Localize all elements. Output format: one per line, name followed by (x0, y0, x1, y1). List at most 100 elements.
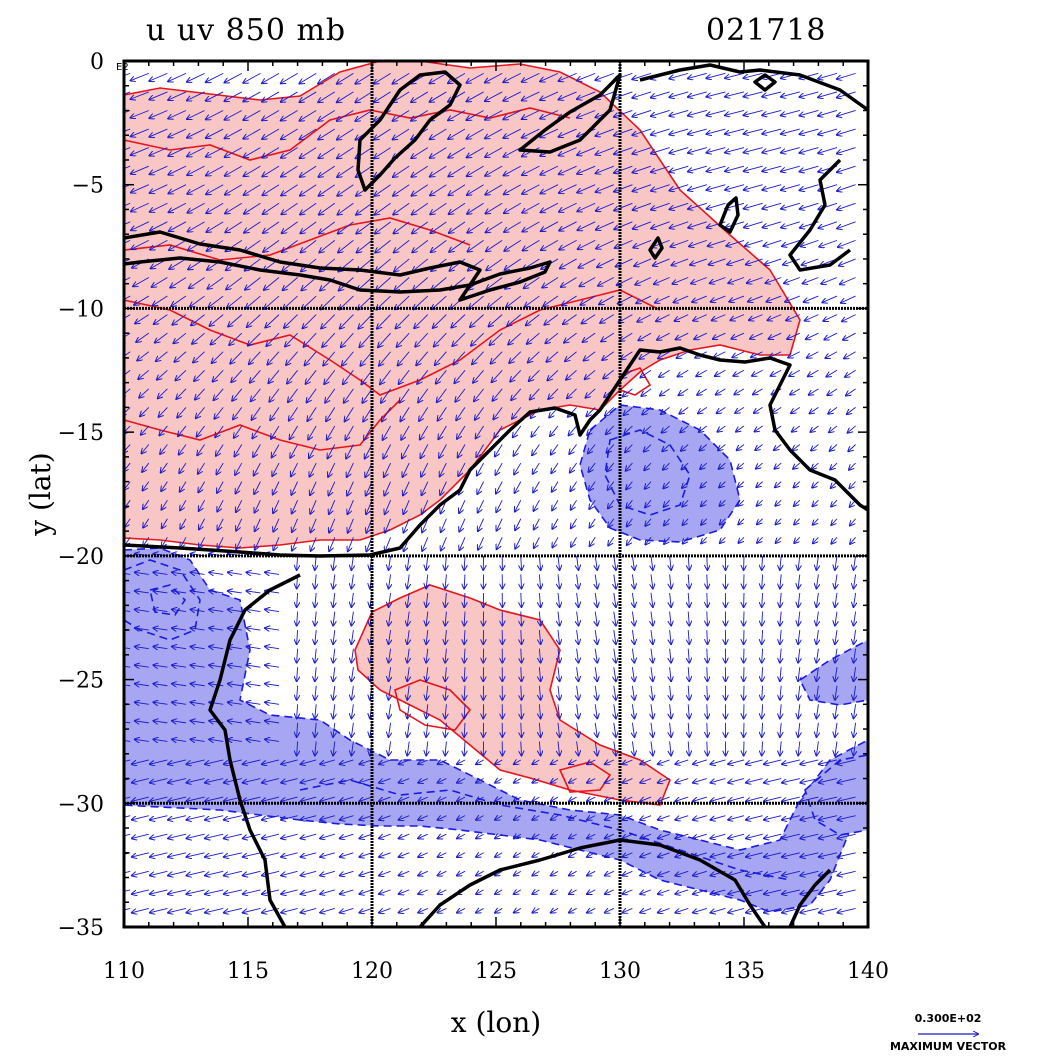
wind-vector (124, 332, 131, 338)
wind-vector (218, 518, 224, 530)
wind-vector (385, 500, 392, 514)
wind-vector (340, 870, 354, 875)
wind-vector (318, 147, 336, 159)
x-axis-label: x (lon) (451, 1006, 541, 1039)
wind-vector (205, 870, 224, 875)
wind-vector (206, 72, 224, 82)
blue-contour-4 (299, 779, 791, 881)
wind-vector (299, 91, 317, 102)
wind-vector (315, 685, 316, 700)
wind-vector (333, 741, 335, 755)
wind-vector (150, 221, 168, 231)
wind-vector (216, 462, 224, 474)
wind-vector (281, 778, 298, 783)
wind-vector (205, 852, 224, 857)
wind-vector (212, 351, 224, 363)
wind-vector (300, 184, 317, 196)
wind-vector (340, 889, 354, 894)
wind-vector (124, 425, 131, 434)
wind-vector (389, 722, 391, 737)
wind-vector (297, 704, 298, 718)
wind-vector (305, 351, 317, 366)
wind-vector (333, 592, 335, 607)
wind-vector (355, 91, 373, 102)
wind-vector (172, 591, 187, 593)
wind-vector (209, 295, 224, 307)
wind-vector (400, 407, 410, 421)
wind-vector (188, 240, 205, 250)
wind-vector (131, 184, 149, 193)
wind-vector (228, 702, 242, 704)
wind-vector (255, 537, 261, 549)
wind-vector (209, 572, 224, 574)
wind-vector (407, 704, 409, 718)
wind-vector (251, 388, 261, 401)
wind-vector (340, 314, 354, 329)
wind-vector (290, 444, 298, 458)
corner-tag: E2 (116, 62, 129, 73)
wind-vector (346, 444, 354, 459)
wind-vector (374, 147, 391, 159)
wind-vector (365, 462, 373, 477)
wind-vector (235, 462, 243, 475)
wind-vector (236, 499, 243, 512)
wind-vector (135, 721, 149, 723)
wind-vector (168, 889, 187, 894)
wind-vector (707, 611, 708, 626)
wind-vector (231, 369, 243, 382)
wind-vector (329, 537, 336, 551)
wind-vector (124, 889, 131, 892)
wind-vector (132, 778, 149, 783)
wind-vector (320, 889, 335, 894)
wind-vector (309, 462, 317, 477)
wind-vector (320, 852, 335, 857)
wind-vector (355, 110, 373, 120)
wind-vector (707, 704, 708, 718)
wind-vector (318, 165, 336, 177)
wind-vector (244, 221, 261, 233)
wind-vector (191, 572, 205, 574)
wind-vector (124, 796, 131, 800)
wind-vector (225, 184, 243, 195)
wind-vector (315, 667, 316, 681)
wind-vector (340, 908, 354, 912)
wind-vector (153, 609, 168, 611)
wind-vector (209, 628, 224, 630)
wind-vector (214, 407, 224, 418)
wind-vector (172, 609, 187, 611)
wind-vector (124, 184, 131, 188)
wind-vector (397, 332, 410, 347)
wind-vector (283, 277, 298, 291)
wind-vector (315, 574, 316, 588)
wind-vector (338, 240, 354, 252)
wind-vector (389, 611, 391, 626)
wind-vector (135, 628, 149, 630)
positive-u-shading (124, 61, 801, 806)
wind-vector (315, 741, 316, 755)
wind-vector (315, 704, 316, 718)
wind-vector (173, 332, 187, 343)
wind-vector (343, 370, 354, 384)
wind-vector (132, 889, 149, 894)
wind-vector (135, 647, 149, 649)
wind-vector (150, 833, 168, 838)
wind-vector (414, 314, 429, 329)
x-tick-label: 120 (351, 959, 393, 984)
wind-vector (281, 852, 298, 857)
wind-vector (351, 592, 353, 607)
wind-vector (172, 665, 187, 667)
wind-vector (300, 165, 317, 177)
wind-vector (328, 462, 336, 477)
wind-vector (262, 870, 280, 875)
wind-vector (315, 648, 316, 663)
wind-vector (179, 462, 187, 473)
wind-vector (228, 665, 242, 667)
x-tick-label: 140 (847, 959, 889, 984)
wind-vector (389, 630, 391, 644)
wind-vector (262, 128, 280, 139)
wind-vector (149, 147, 168, 156)
wind-vector (226, 277, 243, 290)
wind-vector (161, 499, 168, 509)
wind-vector (374, 128, 391, 140)
wind-vector (281, 202, 298, 214)
